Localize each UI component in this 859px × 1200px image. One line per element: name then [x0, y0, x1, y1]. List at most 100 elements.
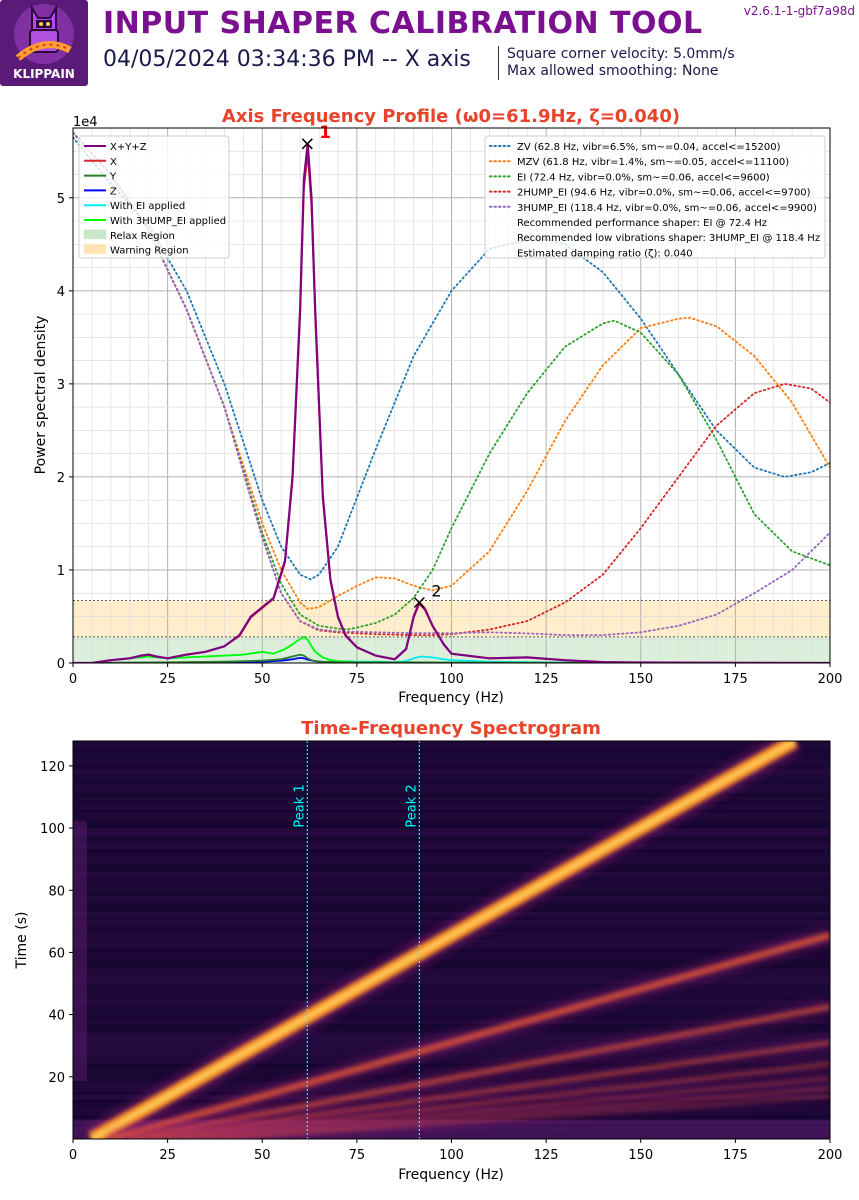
spectrogram-noise-row [73, 741, 830, 746]
spectrogram-noise-row [73, 860, 830, 865]
spectrogram-noise-row [73, 1131, 830, 1136]
spectrogram-noise-row [73, 824, 830, 830]
spectrogram-noise-row [73, 768, 830, 774]
spectrogram-noise-row [73, 1003, 830, 1009]
spectrogram-noise-row [73, 868, 830, 873]
spectrogram-noise-row [73, 816, 830, 822]
spectrogram-noise-row [73, 975, 830, 981]
legend-swatch-warning [83, 244, 107, 255]
spectrogram-noise-row [73, 995, 830, 1001]
spectrogram-noise-row [73, 856, 830, 861]
peak-marker-2 [413, 596, 425, 609]
spectrogram-x-tick-label: 0 [69, 1148, 77, 1163]
spectrogram-ridge-core [90, 741, 796, 1139]
spectrogram-noise-row [73, 1083, 830, 1088]
legend-entry-right: Estimated damping ratio (ζ): 0.040 [517, 248, 693, 259]
spectrogram-noise-row [73, 1011, 830, 1017]
spectrogram-noise-row [73, 852, 830, 857]
spectrogram-noise-row [73, 752, 830, 758]
klippain-logo: KLIPPAIN [0, 0, 88, 86]
spectrogram-noise-row [73, 880, 830, 885]
psd-legend-right: ZV (62.8 Hz, vibr=6.5%, sm~=0.04, accel<… [484, 135, 826, 259]
legend-entry-right: 3HUMP_EI (118.4 Hz, vibr=0.0%, sm~=0.06,… [517, 203, 817, 214]
psd-y-tick-label: 2 [57, 471, 65, 486]
spectrogram-noise-row [73, 1127, 830, 1132]
spectrogram-noise-row [73, 999, 830, 1005]
spectrogram-noise-row [73, 844, 830, 849]
spectrogram-y-tick-label: 120 [40, 760, 65, 775]
spectrogram-noise-row [73, 1087, 830, 1092]
spectrogram-noise-row [73, 1067, 830, 1072]
spectrogram-noise-row [73, 979, 830, 985]
psd-y-axis-label: Power spectral density [33, 316, 49, 475]
spectrogram-chart: Time-Frequency Spectrogram Peak 1 Peak 2 … [14, 718, 842, 1183]
param-smoothing: Max allowed smoothing: None [507, 63, 719, 79]
series-line-xyz [73, 142, 830, 663]
series-line-zv [73, 136, 830, 581]
legend-entry-xyz: X+Y+Z [110, 142, 147, 153]
legend-entry-right: 2HUMP_EI (94.6 Hz, vibr=0.0%, sm~=0.06, … [517, 188, 811, 199]
spectrogram-noise-row [73, 991, 830, 997]
spectrogram-noise-row [73, 1023, 830, 1029]
legend-entry-right: ZV (62.8 Hz, vibr=6.5%, sm~=0.04, accel<… [517, 142, 781, 153]
spectrogram-y-tick-label: 20 [48, 1071, 65, 1086]
series-line-ei [73, 131, 830, 631]
spectrogram-noise-row [73, 951, 830, 957]
psd-x-tick-label: 25 [159, 672, 176, 687]
legend-left-box [78, 135, 230, 259]
spectrogram-noise-row [73, 888, 830, 893]
spectrogram-x-tick-label: 125 [534, 1148, 559, 1163]
spectrogram-noise-row [73, 808, 830, 814]
spectrogram-noise-row [73, 864, 830, 869]
legend-entry-right: MZV (61.8 Hz, vibr=1.4%, sm~=0.05, accel… [517, 157, 789, 168]
spectrogram-x-tick-label: 200 [818, 1148, 843, 1163]
spectrogram-noise-row [73, 971, 830, 977]
spectrogram-x-tick-label: 75 [349, 1148, 366, 1163]
spectrogram-noise-row [73, 1019, 830, 1025]
spectrogram-y-axis-label: Time (s) [14, 912, 30, 970]
spectrogram-noise-row [73, 912, 830, 917]
spectrogram-noise-row [73, 840, 830, 845]
psd-y-tick-label: 5 [57, 192, 65, 207]
spectrogram-noise-row [73, 820, 830, 826]
spectrogram-noise-row [73, 916, 830, 921]
psd-x-tick-label: 125 [534, 672, 559, 687]
spectrogram-noise-row [73, 748, 830, 754]
spectrogram-noise-row [73, 908, 830, 913]
spectrogram-noise-row [73, 1031, 830, 1037]
spectrogram-noise-row [73, 987, 830, 993]
param-scv: Square corner velocity: 5.0mm/s [507, 46, 735, 62]
spectrogram-x-tick-label: 150 [628, 1148, 653, 1163]
legend-entry-relax: Relax Region [110, 231, 175, 242]
peak-label-2: 2 [431, 582, 441, 601]
peak-marker-1 [301, 138, 313, 150]
header: KLIPPAIN INPUT SHAPER CALIBRATION TOOL 0… [0, 0, 859, 92]
spectrogram-x-tick-label: 175 [723, 1148, 748, 1163]
spectrogram-y-tick-label: 80 [48, 884, 65, 899]
spectrogram-noise-row [73, 788, 830, 794]
spectrogram-noise-row [73, 764, 830, 770]
spectrogram-ridge-3 [129, 1003, 830, 1139]
spectrogram-noise-row [73, 784, 830, 790]
spectrogram-ridge-2 [109, 931, 830, 1139]
spectrogram-noise-row [73, 892, 830, 897]
legend-entry-with_3hump: With 3HUMP_EI applied [110, 216, 226, 227]
psd-legend-left: X+Y+Z XYZ With EI applied With 3HUMP_EI app… [78, 135, 230, 259]
logo-text: KLIPPAIN [13, 67, 75, 81]
spectrogram-noise-row [73, 796, 830, 802]
spectrogram-noise-row [73, 1027, 830, 1033]
spectrogram-noise-row [73, 967, 830, 973]
legend-entry-right: Recommended performance shaper: EI @ 72.… [517, 218, 767, 229]
psd-y-tick-label: 4 [57, 285, 65, 300]
spectrogram-noise-row [73, 800, 830, 806]
page-subtitle: 04/05/2024 03:34:36 PM -- X axis [103, 47, 471, 72]
legend-entry-right: EI (72.4 Hz, vibr=0.0%, sm~=0.06, accel<… [517, 172, 770, 183]
version-label: v2.6.1-1-gbf7a98d [743, 4, 855, 18]
spectrogram-y-tick-label: 60 [48, 946, 65, 961]
legend-entry-y: Y [109, 172, 117, 183]
spectrogram-noise-row [73, 1051, 830, 1056]
psd-x-tick-label: 100 [439, 672, 464, 687]
spectrogram-noise-row [73, 900, 830, 905]
spectrogram-noise-row [73, 955, 830, 961]
